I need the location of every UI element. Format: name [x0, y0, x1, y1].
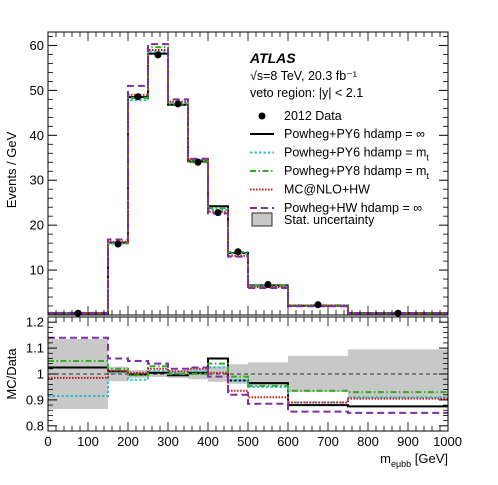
data-point	[174, 100, 182, 108]
ratio-series-3	[48, 367, 448, 404]
ratio-x-tick-label: 100	[77, 434, 99, 449]
main-y-tick-label: 30	[30, 173, 44, 188]
legend-label-4: Powheg+HW hdamp = ∞	[284, 201, 422, 215]
energy-lumi-label: √s=8 TeV, 20.3 fb⁻¹	[250, 69, 357, 83]
legend-label-text: Powheg+PY6 hdamp = ∞	[284, 127, 425, 141]
data-point	[264, 281, 272, 288]
ratio-x-tick-label: 300	[157, 434, 179, 449]
data-point	[154, 51, 162, 59]
main-series-4	[48, 43, 448, 315]
data-point	[74, 309, 82, 317]
ratio-series-4	[48, 336, 448, 414]
legend-uncertainty-swatch	[251, 212, 273, 227]
legend-label-text: Powheg+HW hdamp = ∞	[284, 201, 422, 215]
main-y-tick-label: 60	[30, 38, 44, 53]
data-point	[234, 248, 242, 256]
data-point	[214, 209, 222, 217]
legend-series-entries: Powheg+PY6 hdamp = ∞ Powheg+PY6 hdamp = m…	[250, 127, 429, 215]
data-point	[194, 158, 202, 166]
legend-label-2: Powheg+PY8 hdamp = mt	[284, 164, 429, 181]
data-point	[134, 93, 142, 101]
ratio-x-tick-label: 600	[277, 434, 299, 449]
ratio-x-tick-label: 1000	[433, 434, 462, 449]
legend-label-subscript: t	[426, 153, 429, 163]
ratio-y-axis: 0.8 0.9 1 1.1 1.2	[26, 315, 448, 433]
ratio-series-layer	[48, 336, 448, 414]
main-x-ticks	[47, 32, 449, 315]
main-panel: 10 20 30 40 50 60 Events / GeV ATLAS √s=8 TeV…	[4, 31, 449, 317]
ratio-x-tick-label: 900	[397, 434, 419, 449]
legend-uncertainty-label: Stat. uncertainty	[284, 213, 375, 227]
legend-label-0: Powheg+PY6 hdamp = ∞	[284, 127, 425, 141]
ratio-y-tick-label: 1.1	[26, 341, 44, 356]
main-y-tick-label: 10	[30, 263, 44, 278]
ratio-y-tick-label: 1	[37, 367, 44, 382]
legend-label-text: Powheg+PY6 hdamp = m	[284, 146, 426, 160]
x-axis-label: meμbb [GeV]	[380, 451, 448, 469]
ratio-x-tick-label: 400	[197, 434, 219, 449]
legend-label-1: Powheg+PY6 hdamp = mt	[284, 146, 429, 163]
legend: 2012 Data Powheg+PY6 hdamp = ∞Powheg+PY6…	[250, 109, 429, 227]
ratio-panel: 0.8 0.9 1 1.1 1.2 0 100 200 300 400 500 600 700 800 9…	[4, 315, 462, 469]
ratio-x-tick-label: 200	[117, 434, 139, 449]
ratio-y-tick-label: 0.9	[26, 392, 44, 407]
ratio-x-axis: 0 100 200 300 400 500 600 700 800 900 1000	[44, 317, 462, 449]
legend-label-3: MC@NLO+HW	[284, 183, 370, 197]
ratio-y-tick-label: 1.2	[26, 315, 44, 330]
main-data-points	[74, 51, 402, 317]
data-point	[394, 309, 402, 317]
stat-band-bin	[148, 370, 168, 378]
legend-label-text: Powheg+PY8 hdamp = m	[284, 164, 426, 178]
legend-label-text: MC@NLO+HW	[284, 183, 370, 197]
main-y-axis-label: Events / GeV	[4, 131, 19, 208]
main-y-axis: 10 20 30 40 50 60	[30, 36, 448, 307]
data-point	[114, 240, 122, 248]
main-y-tick-label: 20	[30, 218, 44, 233]
ratio-y-tick-label: 0.8	[26, 418, 44, 433]
ratio-x-tick-label: 0	[44, 434, 51, 449]
ratio-x-tick-label: 500	[237, 434, 259, 449]
legend-label-subscript: t	[426, 171, 429, 181]
legend-data-label: 2012 Data	[284, 109, 342, 123]
main-y-tick-label: 40	[30, 128, 44, 143]
ratio-y-axis-label: MC/Data	[4, 348, 19, 400]
legend-data-marker	[258, 112, 266, 120]
region-label: veto region: |y| < 2.1	[250, 86, 363, 100]
ratio-x-tick-label: 800	[357, 434, 379, 449]
main-y-tick-label: 50	[30, 83, 44, 98]
atlas-label: ATLAS	[249, 50, 296, 66]
ratio-x-tick-label: 700	[317, 434, 339, 449]
main-series-layer	[48, 43, 448, 315]
data-point	[314, 301, 322, 309]
